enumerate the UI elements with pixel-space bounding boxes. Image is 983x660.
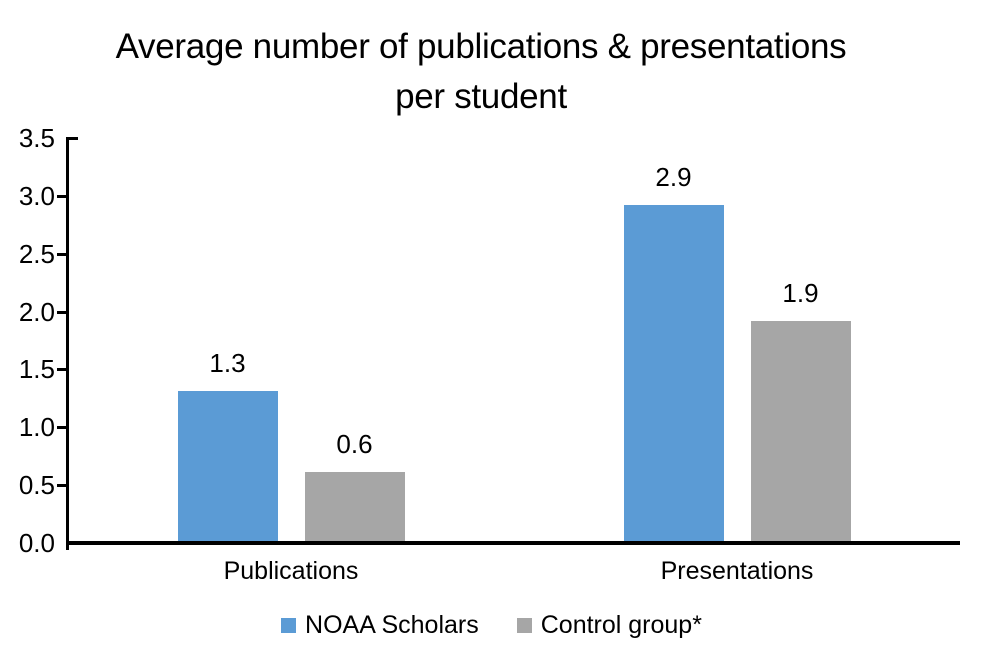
- y-tick-label: 3.0: [18, 180, 55, 211]
- category-label-presentations: Presentations: [660, 557, 814, 585]
- bar-noaa-scholars-presentations: [623, 205, 724, 541]
- y-axis-line: [66, 137, 69, 550]
- y-tick-label: 2.5: [18, 238, 55, 269]
- legend-item-control-group: Control group*: [516, 611, 702, 639]
- legend-label-control-group: Control group*: [540, 611, 702, 639]
- legend-item-noaa-scholars: NOAA Scholars: [281, 611, 479, 639]
- bar-noaa-scholars-publications: [177, 390, 278, 541]
- chart-title: Average number of publications & present…: [0, 22, 962, 122]
- y-tick: [57, 310, 66, 314]
- y-tick-label: 1.0: [18, 412, 55, 443]
- y-tick: [57, 426, 66, 430]
- chart-title-line2: per student: [395, 77, 567, 116]
- legend-swatch-noaa-scholars: [281, 617, 297, 633]
- y-tick: [57, 368, 66, 372]
- y-tick-label: 1.5: [18, 354, 55, 385]
- bar-value-label-noaa-scholars-presentations: 2.9: [655, 162, 692, 193]
- y-tick: [57, 194, 66, 198]
- chart-title-line1: Average number of publications & present…: [115, 27, 847, 66]
- category-label-publications: Publications: [223, 557, 359, 585]
- bar-value-label-control-group-presentations: 1.9: [782, 278, 819, 309]
- bar-control-group-presentations: [750, 321, 851, 541]
- y-tick-label: 0.5: [18, 470, 55, 501]
- legend-label-noaa-scholars: NOAA Scholars: [305, 611, 479, 639]
- y-tick-label: 2.0: [18, 296, 55, 327]
- bar-value-label-noaa-scholars-publications: 1.3: [209, 347, 246, 378]
- legend: NOAA Scholars Control group*: [0, 611, 983, 639]
- bar-value-label-control-group-publications: 0.6: [336, 428, 373, 459]
- bar-control-group-publications: [304, 471, 405, 541]
- y-tick-label: 3.5: [18, 123, 55, 153]
- y-tick-top: [69, 137, 78, 140]
- y-tick-label: 0.0: [18, 528, 55, 558]
- y-tick: [57, 252, 66, 256]
- y-tick: [57, 484, 66, 488]
- x-axis-line: [66, 541, 960, 545]
- legend-swatch-control-group: [516, 617, 532, 633]
